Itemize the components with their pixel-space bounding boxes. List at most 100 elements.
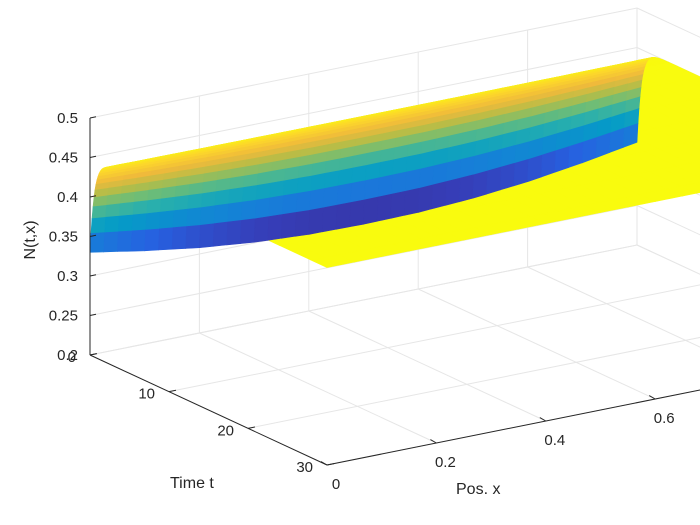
tick-labels: 0.20.250.30.350.40.450.5010203000.20.40.… (49, 110, 675, 493)
surface-patch (310, 172, 326, 192)
z-tick-mark (89, 116, 97, 119)
surface-patch (174, 184, 191, 198)
t-tick-mark (326, 463, 335, 466)
surface-patch (458, 174, 475, 203)
surface-patch (622, 123, 639, 148)
surface-patch (281, 212, 297, 239)
x-axis-line (326, 389, 700, 466)
surface-patch (350, 180, 366, 203)
surface-patch (118, 201, 135, 217)
surface-patch (116, 230, 133, 252)
surface-patch (133, 189, 149, 203)
surface-patch (200, 205, 216, 226)
grid-line (247, 336, 700, 429)
z-tick-label: 0.4 (57, 189, 78, 206)
surface-patch (335, 202, 352, 230)
surface-patch (376, 193, 393, 222)
surface-patch (391, 171, 407, 195)
surface-patch (294, 209, 311, 237)
surface-patch (349, 199, 365, 228)
surface-patch (241, 199, 257, 221)
surface-patch (187, 193, 203, 210)
surface-patch (201, 191, 217, 208)
surface-patch (131, 213, 148, 232)
surface-patch (90, 216, 106, 234)
surface-patch (322, 204, 338, 233)
surface-patch (255, 182, 272, 201)
surface-patch (104, 215, 120, 233)
z-tick-mark (89, 274, 97, 277)
t-tick-mark (247, 426, 256, 429)
grid-line (199, 332, 437, 444)
grid-line (89, 205, 638, 316)
z-tick-label: 0.3 (57, 268, 78, 285)
surface-patch (132, 200, 149, 216)
x-tick-label: 0.2 (435, 454, 456, 471)
surface-patch (363, 196, 379, 225)
surface-patch (226, 220, 242, 246)
z-axis-label: N(t,x) (22, 220, 39, 259)
surface-patch (527, 154, 543, 183)
surface-patch (117, 214, 134, 233)
surface-patch (144, 228, 160, 252)
surface-patch (186, 207, 202, 227)
z-tick-label: 0.25 (49, 308, 78, 325)
x-tick-mark (539, 417, 547, 422)
surface-patch (185, 224, 201, 249)
surface-patch (130, 229, 147, 252)
surface-patch (268, 195, 284, 217)
surface-patch (212, 221, 229, 247)
surface-patch (158, 227, 174, 251)
grid-line (89, 7, 638, 119)
z-tick-label: 0.35 (49, 229, 78, 246)
surface-patch (417, 184, 434, 213)
grid-line (308, 310, 547, 422)
surface-patch (269, 180, 285, 199)
surface-patch (377, 174, 394, 198)
surface-patch (267, 214, 283, 241)
surface-patch (214, 189, 231, 207)
surface-patch (337, 167, 354, 187)
grid-line (89, 244, 638, 356)
surface-patch (513, 158, 529, 187)
surface-patch (159, 196, 176, 213)
surface-patch (283, 177, 299, 196)
t-tick-label: 10 (138, 386, 155, 403)
surface-patch (295, 190, 312, 213)
surface-patch (173, 195, 190, 211)
grid-line (636, 205, 700, 236)
t-axis-line (89, 354, 328, 466)
t-tick-mark (89, 353, 98, 356)
surface-patch (103, 231, 119, 253)
grid-line (326, 389, 700, 466)
surface-patch (282, 193, 298, 215)
y-axis-label: Time t (170, 475, 214, 492)
z-tick-label: 0.5 (57, 110, 78, 127)
grid-line (168, 284, 700, 393)
surface-patch (213, 203, 230, 225)
z-tick-mark (89, 155, 97, 158)
t-tick-label: 20 (217, 422, 234, 439)
t-tick-label: 0 (68, 349, 76, 366)
grid-line (527, 266, 700, 348)
x-tick-mark (320, 461, 328, 466)
surface-patch (254, 197, 271, 220)
surface-patch (405, 168, 421, 192)
surface-patch (171, 226, 188, 250)
t-tick-label: 30 (296, 459, 313, 476)
surface-patch (159, 210, 175, 230)
surface-patch (119, 191, 136, 205)
surface-patch (91, 204, 107, 219)
surface-patch (105, 203, 121, 218)
grid-line (636, 244, 700, 275)
grid-line (417, 288, 656, 400)
surface-patch (242, 185, 258, 203)
x-tick-label: 0 (332, 476, 340, 493)
surface-patch (323, 185, 339, 209)
surface-patch (240, 218, 256, 244)
surface-patch (404, 187, 420, 216)
surface-mesh (89, 56, 700, 268)
surface-patch (390, 190, 406, 219)
axis-labels: Pos. x Time t N(t,x) (22, 220, 500, 498)
surface-patch (227, 201, 243, 223)
